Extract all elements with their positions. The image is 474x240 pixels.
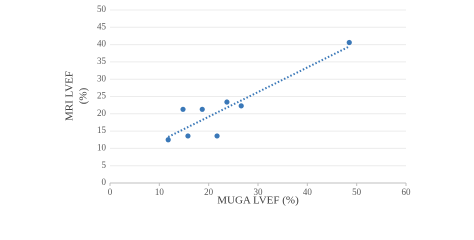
y-axis-label: (%) <box>78 87 90 104</box>
y-tick-label: 5 <box>102 160 107 170</box>
y-tick-label: 15 <box>97 125 107 135</box>
y-tick-label: 0 <box>102 177 107 187</box>
y-tick-label: 40 <box>97 39 107 49</box>
x-tick-label: 20 <box>204 187 214 197</box>
point <box>346 39 352 46</box>
point <box>199 106 205 112</box>
point <box>224 99 230 105</box>
x-tick-label: 0 <box>108 187 113 197</box>
y-tick-label: 10 <box>97 142 107 152</box>
y-tick-label: 35 <box>97 56 107 66</box>
y-tick-label: 20 <box>97 108 107 118</box>
x-axis-label: MUGA LVEF (%) <box>217 195 299 207</box>
point <box>238 103 244 109</box>
x-tick-label: 40 <box>303 187 313 197</box>
y-tick-label: 45 <box>97 21 107 31</box>
y-tick-label: 50 <box>97 4 107 14</box>
chart: MUGA LVEF (%) MRI LVEF (%) 0 5 10 15 20 25 30 3… <box>64 4 412 207</box>
y-tick-label: 30 <box>97 73 107 83</box>
y-tick-label: 25 <box>97 91 107 101</box>
x-tick-label: 30 <box>254 187 264 197</box>
x-tick-label: 10 <box>155 187 165 197</box>
point <box>185 133 191 139</box>
point <box>165 137 171 143</box>
trendline <box>167 45 350 138</box>
page: MUGA LVEF (%) MRI LVEF (%) 0 5 10 15 20 25 30 3… <box>63 4 412 207</box>
y-axis-label: MRI LVEF <box>64 71 76 121</box>
x-tick-label: 50 <box>352 187 362 197</box>
point <box>180 106 186 112</box>
point <box>214 133 220 139</box>
x-tick-label: 60 <box>402 187 412 197</box>
